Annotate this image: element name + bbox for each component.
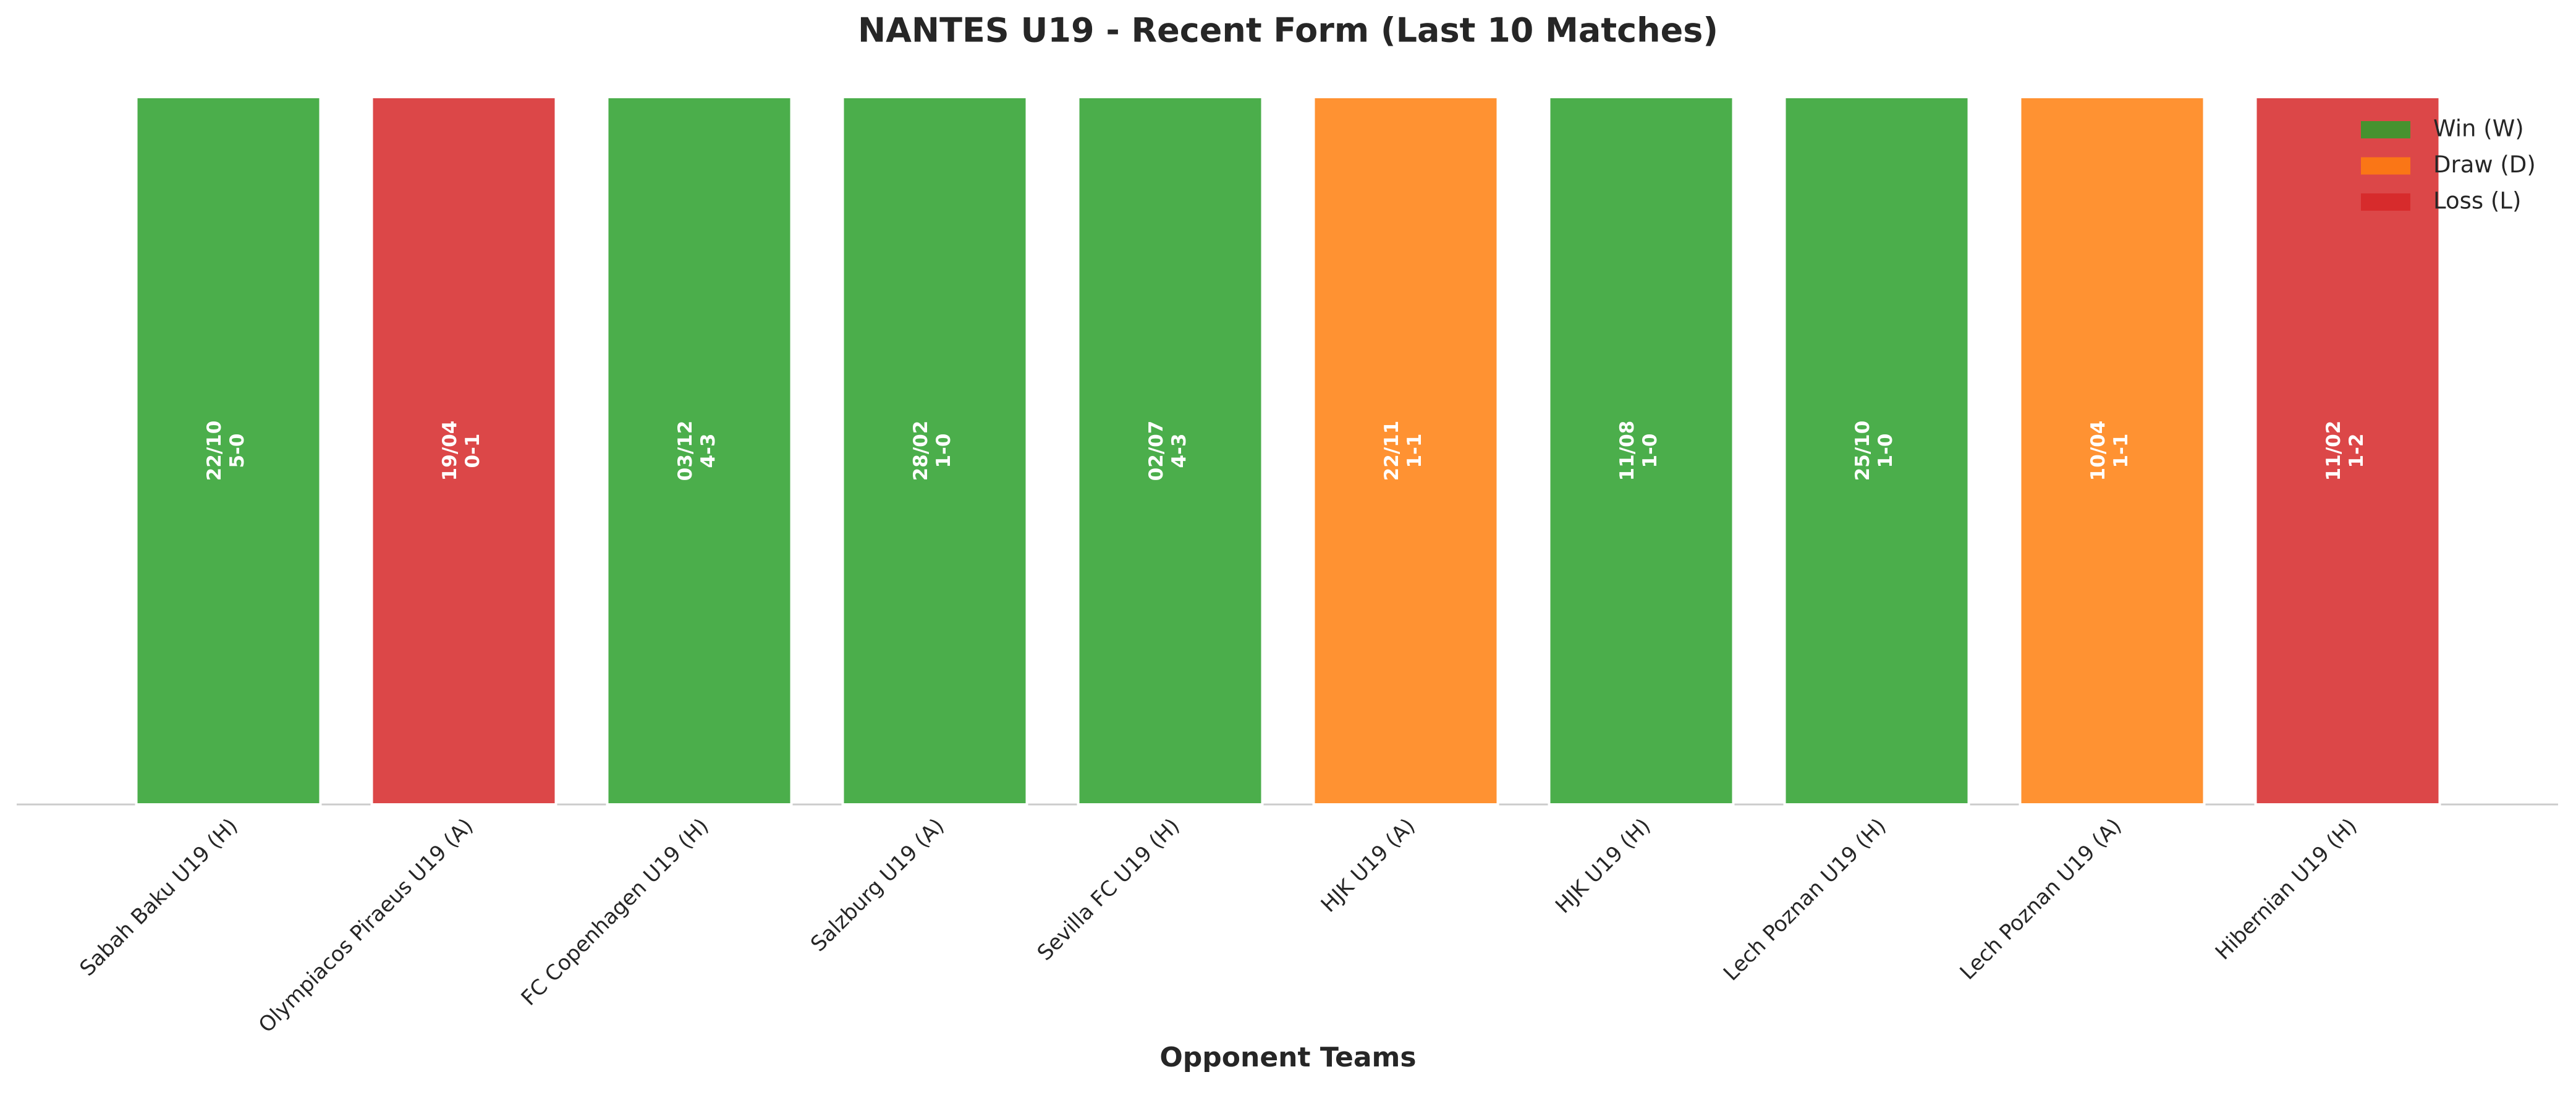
bar-score-label: 5-0 (226, 433, 248, 468)
bar-date-label: 03/12 (674, 421, 697, 481)
x-axis-label: Opponent Teams (1159, 1042, 1416, 1073)
bar-date-label: 11/02 (2323, 421, 2345, 481)
bar-date-label: 11/08 (1616, 421, 1638, 481)
legend-label: Loss (L) (2433, 188, 2521, 214)
legend-swatch (2361, 193, 2410, 211)
x-tick-label: FC Copenhagen U19 (H) (517, 814, 714, 1011)
chart-title: NANTES U19 - Recent Form (Last 10 Matche… (858, 11, 1718, 50)
bar (1548, 96, 1735, 806)
legend-swatch (2361, 121, 2410, 138)
bar (135, 96, 322, 806)
bar (606, 96, 793, 806)
bar (2254, 96, 2441, 806)
bar-score-label: 1-0 (933, 433, 955, 468)
bar-score-label: 0-1 (462, 433, 484, 468)
bar-score-label: 1-1 (2110, 433, 2132, 468)
bar-date-label: 28/02 (910, 421, 932, 481)
x-tick-label: Sabah Baku U19 (H) (75, 814, 242, 981)
bar (2019, 96, 2206, 806)
bar (370, 96, 557, 806)
bar (1783, 96, 1970, 806)
x-tick-label: Sevilla FC U19 (H) (1033, 814, 1185, 966)
legend-label: Win (W) (2433, 116, 2524, 142)
bar-score-label: 4-3 (697, 433, 719, 468)
legend-swatch (2361, 157, 2410, 175)
bar-date-label: 22/11 (1381, 421, 1403, 481)
x-tick-label: Lech Poznan U19 (H) (1719, 814, 1891, 986)
x-tick-label: Salzburg U19 (A) (806, 814, 949, 956)
bar (841, 96, 1028, 806)
bar-score-label: 1-1 (1404, 433, 1426, 468)
bar-score-label: 1-0 (1639, 433, 1661, 468)
x-tick-label: HJK U19 (A) (1316, 814, 1420, 918)
x-tick-label: Olympiacos Piraeus U19 (A) (254, 814, 478, 1038)
bar-date-label: 02/07 (1145, 421, 1167, 481)
bar (1312, 96, 1499, 806)
bar (1077, 96, 1264, 806)
bar-score-label: 1-2 (2345, 433, 2368, 468)
x-tick-label: HJK U19 (H) (1551, 814, 1656, 919)
bar-date-label: 22/10 (203, 421, 226, 481)
bar-score-label: 4-3 (1168, 433, 1190, 468)
bar-date-label: 10/04 (2087, 421, 2109, 481)
bar-date-label: 19/04 (439, 421, 461, 481)
bar-date-label: 25/10 (1852, 421, 1874, 481)
bar-score-label: 1-0 (1875, 433, 1897, 468)
legend-label: Draw (D) (2433, 151, 2536, 178)
x-tick-label: Hibernian U19 (H) (2211, 814, 2362, 965)
x-tick-label: Lech Poznan U19 (A) (1955, 814, 2127, 985)
